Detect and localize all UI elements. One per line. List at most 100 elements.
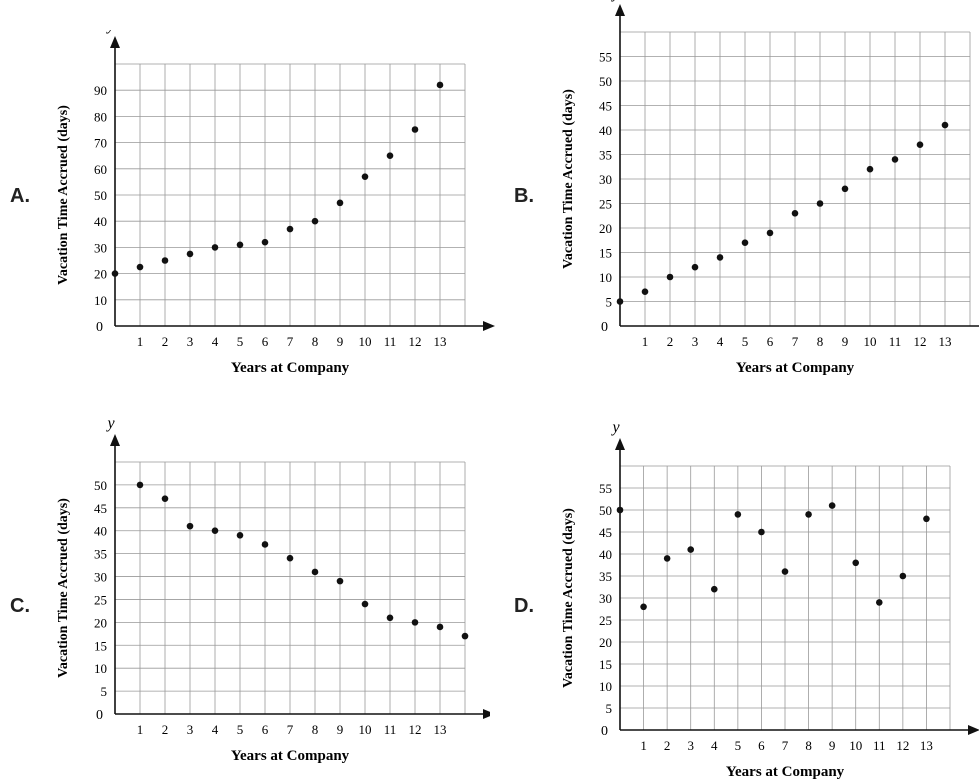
x-tick-label: 1 [642,334,649,349]
x-tick-label: 7 [782,738,789,753]
x-tick-label: 9 [829,738,836,753]
data-point [691,263,699,271]
x-tick-label: 12 [409,334,422,349]
data-point [941,121,949,129]
x-tick-label: 1 [640,738,647,753]
y-tick-label: 30 [599,591,612,606]
scatter-chart-d: xy01234567891011121351015202530354045505… [561,420,979,780]
y-tick-label: 55 [599,481,612,496]
y-tick-label: 60 [94,162,107,177]
y-tick-label: 80 [94,109,107,124]
x-tick-label: 11 [889,334,902,349]
data-point [361,600,369,608]
y-tick-label: 10 [94,293,107,308]
y-axis-title: Vacation Time Accrued (days) [56,105,71,285]
x-axis-title: Years at Company [231,748,350,764]
y-tick-label: 50 [599,74,612,89]
y-tick-label: 10 [599,679,612,694]
data-point [866,165,874,173]
x-tick-label: 9 [337,334,344,349]
data-point [236,532,244,539]
data-point [891,156,899,163]
y-tick-label: 35 [599,569,612,584]
x-axis-title: Years at Company [736,360,855,376]
y-tick-label: 50 [599,503,612,518]
x-axis-arrow-icon [968,725,979,735]
y-tick-label: 15 [599,657,612,672]
x-axis-title: Years at Company [231,360,350,376]
x-tick-label: 4 [717,334,724,349]
x-tick-label: 4 [711,738,718,753]
y-tick-label: 40 [94,214,107,229]
y-axis-arrow-icon [110,36,120,48]
y-tick-label: 25 [599,197,612,212]
x-tick-label: 8 [817,334,824,349]
data-point [828,502,836,509]
x-axis-arrow-icon [483,709,490,719]
y-tick-label: 90 [94,83,107,98]
x-tick-label: 10 [864,334,877,349]
data-point [161,257,169,264]
x-tick-label: 5 [735,738,742,753]
x-tick-label: 6 [758,738,765,753]
data-point [663,555,671,562]
x-tick-label: 12 [896,738,909,753]
data-point [261,541,269,548]
data-point [211,527,219,535]
data-point [899,572,907,580]
y-axis-title: Vacation Time Accrued (days) [561,508,576,688]
data-point [136,263,144,271]
y-axis-title: Vacation Time Accrued (days) [561,89,576,269]
y-tick-label: 20 [94,267,107,282]
y-tick-label: 20 [94,615,107,630]
origin-label: 0 [601,724,608,739]
data-point [641,288,649,296]
x-tick-label: 9 [337,722,344,737]
y-axis-arrow-icon [110,434,120,446]
y-tick-label: 35 [94,547,107,562]
x-tick-label: 11 [384,722,397,737]
x-tick-label: 6 [262,722,269,737]
y-axis-letter: y [105,30,115,34]
x-tick-label: 8 [312,722,319,737]
data-point [916,141,924,148]
data-point [461,632,469,640]
x-tick-label: 5 [237,334,244,349]
option-letter-b: B. [514,185,534,207]
y-axis-arrow-icon [615,4,625,16]
x-tick-label: 2 [162,722,169,737]
x-tick-label: 1 [137,334,144,349]
option-letter-a: A. [10,185,30,207]
y-axis-letter: y [610,0,620,2]
y-tick-label: 10 [94,661,107,676]
y-tick-label: 5 [606,701,613,716]
x-tick-label: 2 [667,334,674,349]
x-tick-label: 10 [849,738,862,753]
y-tick-label: 40 [599,547,612,562]
data-point [286,225,294,233]
x-tick-label: 11 [384,334,397,349]
y-axis-arrow-icon [615,438,625,450]
x-tick-label: 6 [262,334,269,349]
x-tick-label: 3 [692,334,699,349]
data-point [791,210,799,217]
data-point [616,506,624,514]
y-tick-label: 30 [599,172,612,187]
scatter-chart-b: xy01234567891011121351015202530354045505… [561,0,979,376]
y-tick-label: 70 [94,136,107,151]
y-tick-label: 50 [94,478,107,493]
x-tick-label: 7 [792,334,799,349]
x-tick-label: 13 [434,334,447,349]
data-point [261,238,269,246]
y-tick-label: 30 [94,570,107,585]
y-tick-label: 45 [94,501,107,516]
y-tick-label: 5 [606,295,613,310]
x-tick-label: 3 [687,738,694,753]
x-tick-label: 13 [939,334,952,349]
data-point [411,126,419,133]
data-point [710,585,718,593]
x-tick-label: 3 [187,334,194,349]
x-tick-label: 4 [212,722,219,737]
data-point [805,511,812,518]
data-point [923,515,930,523]
